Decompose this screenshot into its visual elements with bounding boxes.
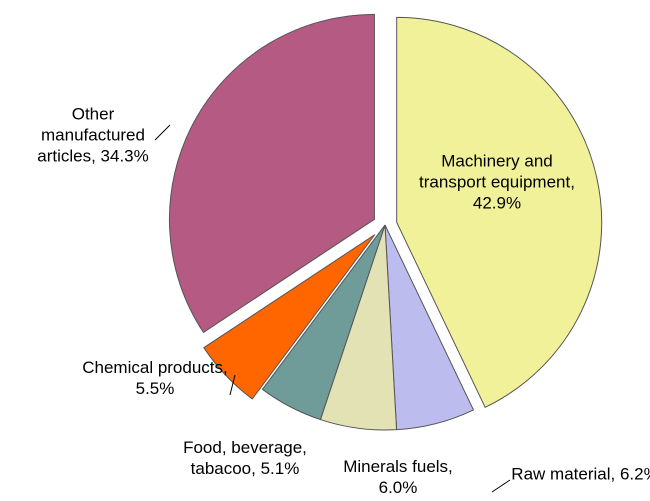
pie-slice bbox=[396, 16, 603, 408]
pie-slice bbox=[261, 224, 386, 421]
data-label: Chemical products, 5.5% bbox=[82, 358, 228, 398]
data-label: Other manufactured articles, 34.3% bbox=[37, 104, 149, 166]
data-label: Raw material, 6.2% bbox=[511, 464, 650, 484]
leader-line bbox=[154, 124, 171, 141]
leader-line bbox=[229, 374, 236, 396]
data-label: Minerals fuels, 6.0% bbox=[343, 457, 453, 497]
leader-line bbox=[491, 479, 511, 493]
pie-slice bbox=[168, 13, 375, 334]
pie-slice bbox=[203, 234, 376, 400]
data-label: Machinery and transport equipment, 42.9% bbox=[419, 151, 575, 213]
data-label: Food, beverage, tabacoo, 5.1% bbox=[183, 438, 307, 478]
